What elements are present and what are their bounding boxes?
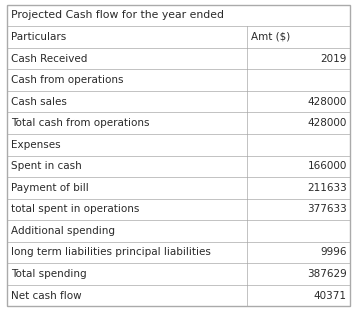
Text: Amt ($): Amt ($) (251, 32, 290, 42)
Text: Payment of bill: Payment of bill (11, 183, 88, 193)
Text: total spent in operations: total spent in operations (11, 204, 139, 214)
Text: 211633: 211633 (307, 183, 347, 193)
Text: Cash from operations: Cash from operations (11, 75, 123, 85)
Text: Cash sales: Cash sales (11, 97, 67, 107)
Text: 40371: 40371 (314, 290, 347, 300)
Text: Spent in cash: Spent in cash (11, 161, 81, 171)
Text: Total cash from operations: Total cash from operations (11, 118, 149, 128)
Text: Cash Received: Cash Received (11, 53, 87, 63)
Text: 428000: 428000 (308, 118, 347, 128)
Text: Projected Cash flow for the year ended: Projected Cash flow for the year ended (11, 11, 224, 21)
Text: Particulars: Particulars (11, 32, 66, 42)
Text: 377633: 377633 (307, 204, 347, 214)
Text: 2019: 2019 (320, 53, 347, 63)
Text: 9996: 9996 (320, 248, 347, 258)
Text: 166000: 166000 (308, 161, 347, 171)
Text: Net cash flow: Net cash flow (11, 290, 81, 300)
Text: 387629: 387629 (307, 269, 347, 279)
Text: 428000: 428000 (308, 97, 347, 107)
Text: long term liabilities principal liabilities: long term liabilities principal liabilit… (11, 248, 211, 258)
Text: Total spending: Total spending (11, 269, 86, 279)
Text: Additional spending: Additional spending (11, 226, 115, 236)
Text: Expenses: Expenses (11, 140, 60, 150)
